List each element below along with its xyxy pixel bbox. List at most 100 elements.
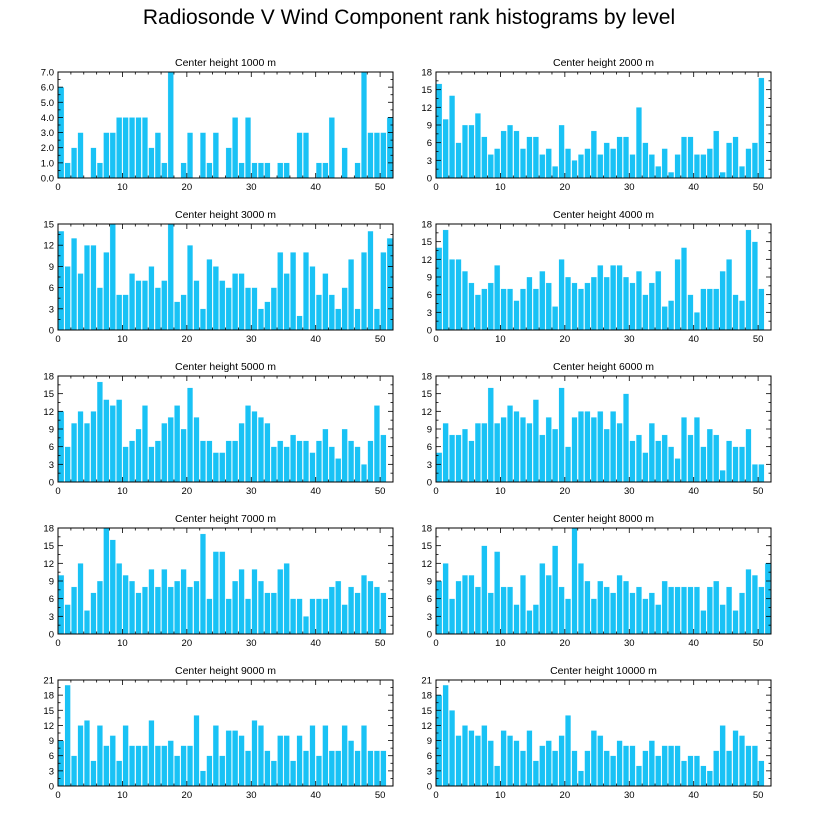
bar (361, 71, 367, 179)
bar (141, 405, 148, 483)
bar (474, 735, 481, 787)
y-tick-label: 21 (43, 676, 54, 687)
bar (642, 452, 649, 483)
bar (635, 434, 642, 483)
x-tick-label: 0 (433, 182, 438, 193)
bar (206, 162, 213, 179)
bar (103, 745, 110, 787)
bar (571, 527, 578, 635)
y-tick-label: 18 (421, 372, 432, 383)
bar (732, 730, 739, 787)
bar (264, 592, 271, 635)
bar (180, 162, 187, 179)
bar (161, 422, 168, 483)
bar (303, 750, 310, 787)
bar (468, 730, 475, 787)
bar (328, 750, 335, 787)
y-tick-label: 15 (421, 237, 432, 248)
bar (745, 745, 752, 787)
bar (629, 282, 636, 331)
y-tick-label: 9 (49, 425, 54, 436)
bar (539, 563, 546, 635)
bar (668, 446, 675, 483)
bar (193, 280, 200, 331)
bar (745, 229, 752, 331)
bar (494, 148, 501, 179)
bar (58, 230, 65, 331)
bar (148, 266, 155, 331)
bar (257, 417, 264, 483)
bar (174, 405, 181, 483)
bar (442, 229, 449, 331)
x-tick-label: 0 (55, 182, 60, 193)
bar (507, 288, 514, 331)
bar (161, 280, 168, 331)
bar (96, 162, 103, 179)
bar (270, 287, 277, 331)
bar (109, 539, 116, 635)
bar (335, 580, 342, 635)
x-tick-label: 20 (560, 182, 571, 193)
bar (713, 434, 720, 483)
bar (590, 130, 597, 179)
panel-title: Center height 4000 m (553, 209, 654, 221)
bar (616, 574, 623, 635)
y-tick-label: 12 (421, 255, 432, 266)
bar (296, 598, 303, 635)
bar (610, 411, 617, 483)
bar (335, 308, 342, 331)
bar (135, 280, 142, 331)
y-tick-label: 18 (43, 372, 54, 383)
bar (616, 422, 623, 483)
bar (648, 740, 655, 787)
bar (545, 574, 552, 635)
bar (322, 725, 329, 787)
x-tick-label: 30 (624, 486, 635, 497)
bar (481, 725, 488, 787)
bar (264, 750, 271, 787)
bar (270, 446, 277, 483)
bar (565, 715, 572, 787)
panel-1: Center height 1000 m 0 10 20 30 40 50 0.0 1.0 2.0… (41, 57, 394, 193)
y-tick-label: 21 (421, 676, 432, 687)
panel-title: Center height 3000 m (175, 209, 276, 221)
bar (623, 745, 630, 787)
bar (610, 265, 617, 331)
bar (603, 750, 610, 787)
bar (264, 422, 271, 483)
bar (219, 452, 226, 483)
bar (487, 154, 494, 179)
bar (635, 270, 642, 331)
bar (283, 735, 290, 787)
bar (154, 440, 161, 483)
bar (706, 770, 713, 787)
bar (309, 725, 316, 787)
bar (751, 574, 758, 635)
bar (520, 148, 526, 179)
bar (116, 563, 123, 635)
x-tick-label: 0 (55, 486, 60, 497)
x-tick-label: 20 (560, 638, 571, 649)
bar (526, 276, 533, 331)
bar (713, 750, 720, 787)
bar (584, 580, 591, 635)
bar (148, 147, 155, 179)
bar (468, 574, 475, 635)
bar (141, 280, 148, 331)
bar (513, 411, 520, 483)
bar (167, 586, 174, 635)
x-tick-label: 40 (688, 486, 699, 497)
bar (122, 117, 129, 179)
bar (309, 598, 316, 635)
bar (719, 470, 726, 483)
bar (161, 745, 168, 787)
y-tick-label: 18 (421, 524, 432, 535)
bar (661, 745, 668, 787)
bar (283, 563, 290, 635)
bar (526, 610, 533, 635)
bar (474, 294, 481, 331)
y-tick-label: 15 (421, 85, 432, 96)
panel-title: Center height 1000 m (175, 57, 276, 69)
x-tick-label: 30 (246, 182, 257, 193)
